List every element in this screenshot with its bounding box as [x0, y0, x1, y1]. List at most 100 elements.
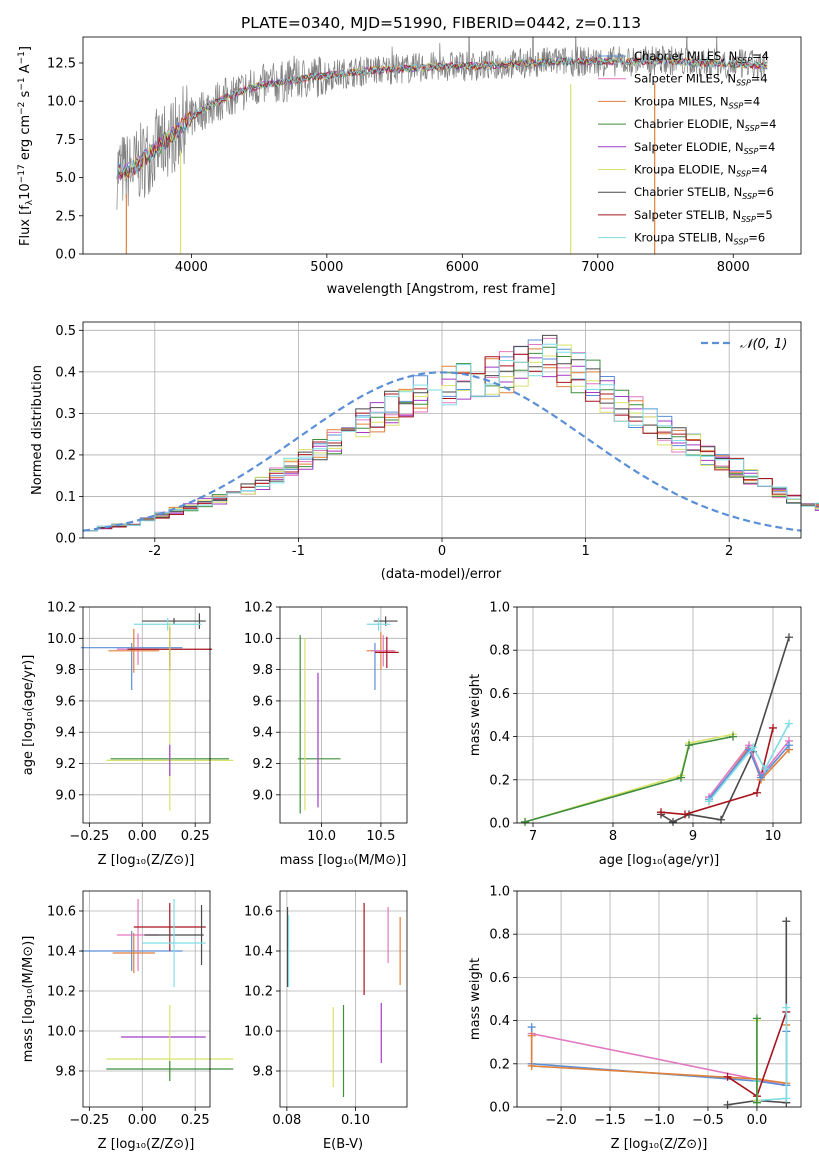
- series-marker: [521, 817, 529, 826]
- x-tick-label: 0.0: [747, 1113, 768, 1128]
- series-marker: [785, 741, 793, 750]
- y-tick-label: 9.2: [55, 757, 76, 772]
- y-tick-label: 0.8: [489, 644, 510, 659]
- chart-spectrum: 4000 5000 6000 7000 8000 0.0 2.5 5.0 7.5 10.0 12.5…: [17, 14, 802, 297]
- chart-residuals: -2 -1 0 1 2 0.0 0.1 0.2 0.3 0.4 0.5 𝒩(0, 1) (data-mo…: [30, 321, 819, 582]
- y-tick-label: 10.0: [47, 1025, 76, 1040]
- model-kroupa_stelib: [116, 55, 768, 180]
- y-axis-label: Normed distribution: [30, 365, 45, 495]
- plot-area: [297, 616, 399, 814]
- series-marker: [752, 1014, 761, 1023]
- y-tick-label: 10.2: [47, 601, 76, 616]
- y-tick-label: 9.6: [55, 694, 76, 709]
- y-tick-label: 12.5: [47, 56, 76, 71]
- x-tick-label: 2: [725, 544, 733, 559]
- series-marker: [527, 1061, 536, 1070]
- series-line: [524, 735, 734, 823]
- x-tick-label: 0.08: [272, 1113, 301, 1128]
- y-tick-label: 9.8: [252, 663, 273, 678]
- x-tick-label: 0.00: [128, 1113, 157, 1128]
- x-tick-label: 0: [438, 544, 446, 559]
- series-marker: [761, 765, 769, 773]
- x-tick-label: −2.0: [545, 1113, 577, 1128]
- x-tick-label: −1.5: [594, 1113, 626, 1128]
- legend-label: Salpeter MILES, NSSP=4: [634, 72, 768, 88]
- y-tick-label: 9.4: [252, 726, 273, 741]
- chart-mass_vs_ebv: 0.08 0.10 9.8 10.0 10.2 10.4 10.6 E(B-V): [244, 890, 408, 1152]
- y-axis-label: mass weight: [468, 958, 483, 1040]
- y-tick-label: 0.0: [489, 1101, 510, 1116]
- x-tick-label: 0.25: [181, 1113, 210, 1128]
- series-marker: [723, 1072, 732, 1081]
- x-axis-label: (data-model)/error: [381, 567, 502, 582]
- model-salpeter_stelib: [116, 55, 768, 180]
- y-tick-label: 9.0: [55, 788, 76, 803]
- y-tick-label: 0.6: [489, 687, 510, 702]
- axes-frame: [82, 36, 802, 255]
- x-tick-label: 7: [529, 829, 537, 844]
- y-tick-label: 9.8: [55, 663, 76, 678]
- y-tick-label: 5.0: [55, 171, 76, 186]
- y-tick-label: 7.5: [55, 133, 76, 148]
- x-tick-label: −0.5: [692, 1113, 724, 1128]
- series-marker: [782, 917, 791, 926]
- plot-area: [80, 613, 234, 811]
- series-marker: [753, 788, 761, 797]
- y-tick-label: 0.4: [489, 730, 510, 745]
- y-tick-label: 10.0: [47, 632, 76, 647]
- legend-label: Kroupa MILES, NSSP=4: [634, 94, 760, 110]
- x-tick-label: 10.0: [307, 829, 336, 844]
- series-line: [531, 1032, 787, 1087]
- x-axis-label: E(B-V): [323, 1137, 363, 1152]
- y-axis-label: age [log₁₀(age/yr)]: [21, 655, 36, 776]
- y-tick-label: 0.3: [55, 407, 76, 422]
- chart-age_vs_mass: 10.0 10.5 9.0 9.2 9.4 9.6 9.8 10.0 10.2 mass [log…: [244, 601, 408, 868]
- series-marker: [729, 732, 737, 741]
- x-tick-label: 8000: [717, 260, 750, 275]
- axes-frame: [279, 606, 408, 824]
- legend-label: Kroupa ELODIE, NSSP=4: [634, 163, 768, 179]
- x-tick-label: 0.10: [341, 1113, 370, 1128]
- y-tick-label: 10.2: [244, 985, 273, 1000]
- x-tick-label: 9: [689, 829, 697, 844]
- axes-frame: [82, 321, 802, 539]
- y-tick-label: 1.0: [489, 885, 510, 900]
- y-tick-label: 10.6: [47, 905, 76, 920]
- axes-frame: [82, 606, 211, 824]
- series-marker: [757, 773, 765, 782]
- series-line: [660, 727, 774, 816]
- series-marker: [785, 719, 793, 728]
- series-marker: [782, 1094, 791, 1103]
- series-marker: [685, 741, 693, 750]
- y-tick-label: 9.6: [252, 694, 273, 709]
- chart-weight_vs_age: 7 8 9 10 0.0 0.2 0.4 0.6 0.8 1.0 age [log₁₀(age/yr…: [468, 601, 802, 868]
- plot-area: [116, 37, 768, 254]
- x-tick-label: 6000: [446, 260, 479, 275]
- x-tick-label: 7000: [581, 260, 614, 275]
- series-marker: [752, 1098, 761, 1107]
- plot-area: [82, 334, 819, 532]
- series-marker: [705, 797, 713, 806]
- x-axis-label: age [log₁₀(age/yr)]: [599, 853, 720, 868]
- legend-label: 𝒩(0, 1): [740, 337, 787, 352]
- x-tick-label: −0.25: [69, 1113, 109, 1128]
- y-tick-label: 0.8: [489, 928, 510, 943]
- y-axis-label: Flux [fλ10−17 erg cm−2 s−1 A−1]: [17, 46, 35, 246]
- series-marker: [723, 1100, 732, 1109]
- histogram-chabrier_miles: [83, 339, 819, 532]
- x-tick-label: −0.25: [69, 829, 109, 844]
- axes-frame: [82, 890, 211, 1108]
- y-tick-label: 10.4: [244, 945, 273, 960]
- series-marker: [782, 1003, 791, 1012]
- plot-area: [80, 899, 234, 1081]
- x-tick-label: 1: [581, 544, 589, 559]
- y-axis-label: mass [log₁₀(M/M⊙)]: [21, 936, 36, 1063]
- y-tick-label: 9.4: [55, 726, 76, 741]
- x-tick-label: 0.25: [181, 829, 210, 844]
- plot-area: [521, 633, 793, 826]
- series-marker: [749, 743, 757, 752]
- legend-label: Chabrier MILES, NSSP=4: [634, 49, 769, 65]
- x-tick-label: 4000: [175, 260, 208, 275]
- series-marker: [657, 808, 665, 817]
- x-axis-label: Z [log₁₀(Z/Z⊙)]: [98, 853, 195, 868]
